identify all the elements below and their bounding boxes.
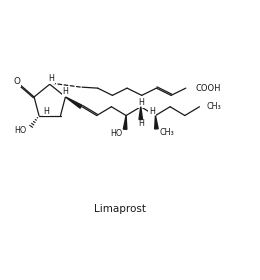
- Polygon shape: [66, 97, 82, 108]
- Text: COOH: COOH: [195, 84, 221, 93]
- Text: H: H: [138, 119, 144, 128]
- Text: O: O: [13, 77, 20, 86]
- Polygon shape: [139, 107, 142, 120]
- Text: CH₃: CH₃: [160, 128, 174, 137]
- Text: H: H: [48, 74, 54, 83]
- Text: CH₃: CH₃: [207, 102, 222, 111]
- Text: H: H: [43, 107, 49, 116]
- Text: HO: HO: [14, 126, 26, 135]
- Text: Limaprost: Limaprost: [94, 204, 146, 214]
- Polygon shape: [123, 116, 127, 129]
- Text: H: H: [138, 98, 144, 107]
- Text: HO: HO: [110, 129, 122, 138]
- Text: H: H: [149, 107, 155, 116]
- Text: H: H: [62, 87, 68, 96]
- Polygon shape: [155, 116, 158, 129]
